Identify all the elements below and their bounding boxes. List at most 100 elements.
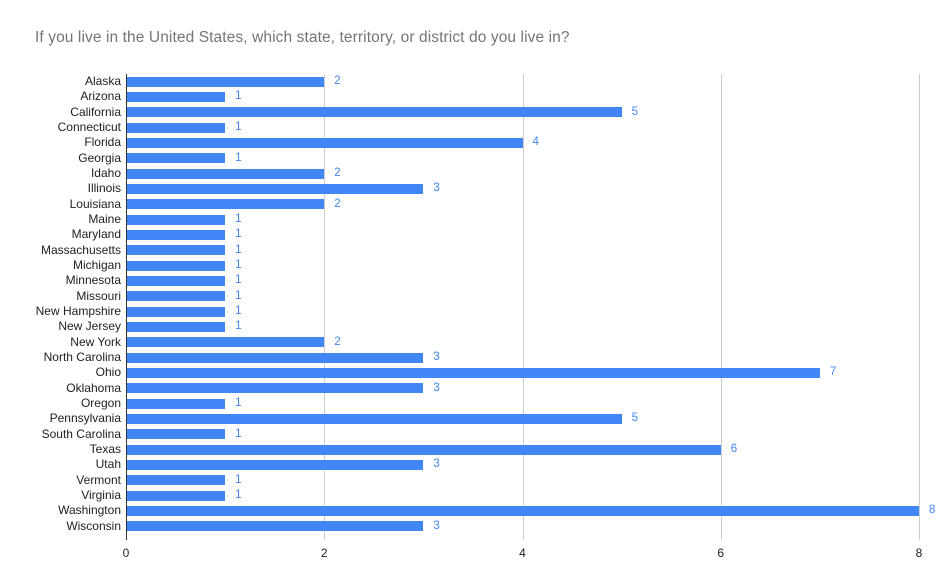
value-label: 5 [631, 412, 639, 425]
category-label: New York [70, 334, 121, 349]
value-label: 1 [235, 320, 242, 333]
bar [127, 107, 622, 118]
value-label: 1 [235, 90, 242, 103]
value-label: 1 [235, 397, 242, 409]
value-label: 1 [235, 228, 242, 241]
bar [127, 368, 820, 378]
category-label: Louisiana [69, 196, 121, 211]
bar [127, 291, 226, 302]
bar-chart: 0 2 4 6 8 Alaska 2 Arizona 1 California 5 Connectic… [0, 74, 947, 586]
value-label: 5 [631, 105, 639, 118]
value-label: 1 [235, 151, 242, 164]
category-label: Ohio [95, 365, 121, 380]
value-label: 3 [433, 458, 440, 471]
bar [127, 521, 424, 532]
category-label: New Jersey [58, 319, 121, 334]
category-label: Alaska [84, 74, 121, 88]
bar [127, 138, 523, 148]
category-label: Pennsylvania [49, 411, 121, 426]
category-label: Maryland [71, 227, 121, 242]
bar [127, 337, 325, 348]
value-label: 1 [235, 259, 242, 271]
bar [127, 168, 325, 179]
bar [127, 460, 424, 470]
x-tick-label: 4 [519, 546, 526, 560]
category-label: Arizona [80, 89, 121, 104]
value-label: 1 [235, 427, 242, 440]
bar [127, 184, 424, 194]
category-label: Missouri [76, 288, 121, 303]
bar [127, 153, 226, 164]
x-tick-label: 6 [717, 546, 725, 560]
x-tick-label: 2 [320, 546, 328, 560]
category-label: North Carolina [43, 350, 121, 364]
bar [127, 322, 226, 332]
value-label: 3 [433, 182, 440, 195]
category-label: South Carolina [41, 426, 121, 441]
bar [127, 260, 226, 271]
category-label: Illinois [87, 181, 121, 196]
gridline [919, 74, 920, 540]
category-label: Oklahoma [66, 380, 121, 395]
value-label: 8 [929, 504, 936, 517]
category-label: Michigan [72, 258, 121, 272]
y-axis-line [126, 74, 127, 540]
value-label: 1 [235, 473, 242, 486]
category-label: Minnesota [65, 273, 121, 288]
category-label: Massachusetts [40, 242, 121, 257]
bar [127, 230, 226, 240]
category-label: Oregon [80, 396, 121, 410]
category-label: Georgia [78, 150, 121, 165]
category-label: Florida [84, 135, 121, 150]
value-label: 1 [235, 289, 242, 302]
bar [127, 92, 226, 102]
category-label: Wisconsin [66, 518, 121, 533]
bar [127, 276, 226, 286]
bar [127, 414, 622, 424]
value-label: 7 [829, 366, 837, 379]
value-label: 3 [433, 519, 440, 532]
bar [127, 214, 226, 225]
value-label: 3 [433, 381, 440, 394]
category-label: Virginia [81, 488, 121, 502]
value-label: 3 [433, 351, 440, 363]
bar [127, 444, 721, 455]
bar [127, 398, 226, 409]
value-label: 2 [334, 75, 341, 87]
bar [127, 429, 226, 440]
category-label: Utah [95, 457, 121, 472]
value-label: 1 [235, 274, 242, 287]
bar [127, 306, 226, 317]
value-label: 1 [235, 121, 242, 133]
value-label: 4 [532, 136, 539, 149]
bar [127, 199, 325, 210]
value-label: 1 [235, 489, 242, 501]
value-label: 2 [334, 167, 341, 179]
bar [127, 352, 424, 363]
value-label: 1 [235, 305, 242, 317]
gridline [720, 74, 722, 540]
category-label: Connecticut [57, 120, 121, 134]
bar [127, 122, 226, 133]
bar [127, 245, 226, 256]
x-tick-label: 0 [122, 546, 130, 560]
value-label: 2 [334, 335, 341, 348]
value-label: 1 [235, 213, 242, 225]
x-tick-label: 8 [915, 546, 923, 560]
category-label: Vermont [76, 472, 121, 487]
category-label: Texas [89, 442, 121, 456]
gridline [324, 74, 326, 540]
category-label: Idaho [90, 166, 121, 180]
gridline [522, 74, 524, 540]
bar [127, 76, 325, 87]
value-label: 1 [235, 243, 242, 256]
chart-title: If you live in the United States, which … [35, 29, 570, 46]
category-label: New Hampshire [35, 304, 121, 318]
category-label: California [70, 104, 121, 119]
bar [127, 383, 424, 394]
bar [127, 490, 226, 501]
value-label: 6 [730, 443, 738, 455]
category-label: Maine [88, 212, 121, 226]
category-label: Washington [58, 503, 121, 518]
